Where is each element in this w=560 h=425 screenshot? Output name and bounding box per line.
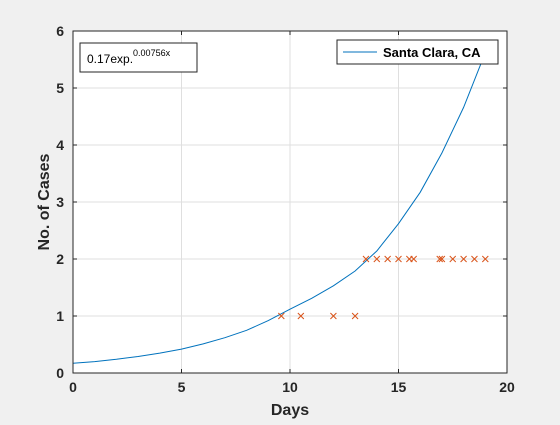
x-tick-label: 0 [69,379,77,395]
legend: Santa Clara, CA [336,39,499,65]
annotation-text: 0.17exp.0.00756x [87,48,171,66]
grid [72,30,508,374]
x-tick-label: 10 [282,379,298,395]
annotation-exponent: 0.00756x [133,48,171,58]
y-tick-label: 1 [56,308,64,324]
annotation-box: 0.17exp.0.00756x [79,42,198,73]
data-point-marker [436,255,444,263]
data-point-marker [395,255,402,263]
data-point-marker [438,255,446,263]
x-tick-label: 15 [391,379,407,395]
x-axis-label: Days [271,402,309,419]
y-tick-label: 5 [56,80,64,96]
y-tick-label: 4 [56,137,64,153]
x-tick-label: 20 [499,379,515,395]
series-line-santa-clara [72,52,486,364]
y-tick-label: 3 [56,194,64,210]
data-point-marker [330,312,337,320]
data-layer [72,52,489,364]
data-point-marker [297,312,305,320]
data-point-marker [277,312,285,320]
y-axis-label: No. of Cases [36,153,53,250]
data-point-marker [351,312,359,320]
data-point-marker [471,255,478,263]
data-point-marker [481,255,489,263]
y-tick-label: 2 [56,251,64,267]
x-tick-label: 5 [178,379,186,395]
data-point-marker [384,255,392,263]
annotation-frame [79,42,198,73]
data-point-marker [460,255,467,263]
data-point-marker [362,255,370,263]
data-point-marker [410,255,418,263]
ticks: 0 5 10 15 20 0 1 2 3 4 5 6 [56,23,515,395]
annotation-base: 0.17exp. [87,52,133,66]
y-tick-label: 6 [56,23,64,39]
data-point-marker [373,255,381,263]
y-tick-label: 0 [56,365,64,381]
legend-label: Santa Clara, CA [383,45,481,60]
data-point-marker [449,255,457,263]
